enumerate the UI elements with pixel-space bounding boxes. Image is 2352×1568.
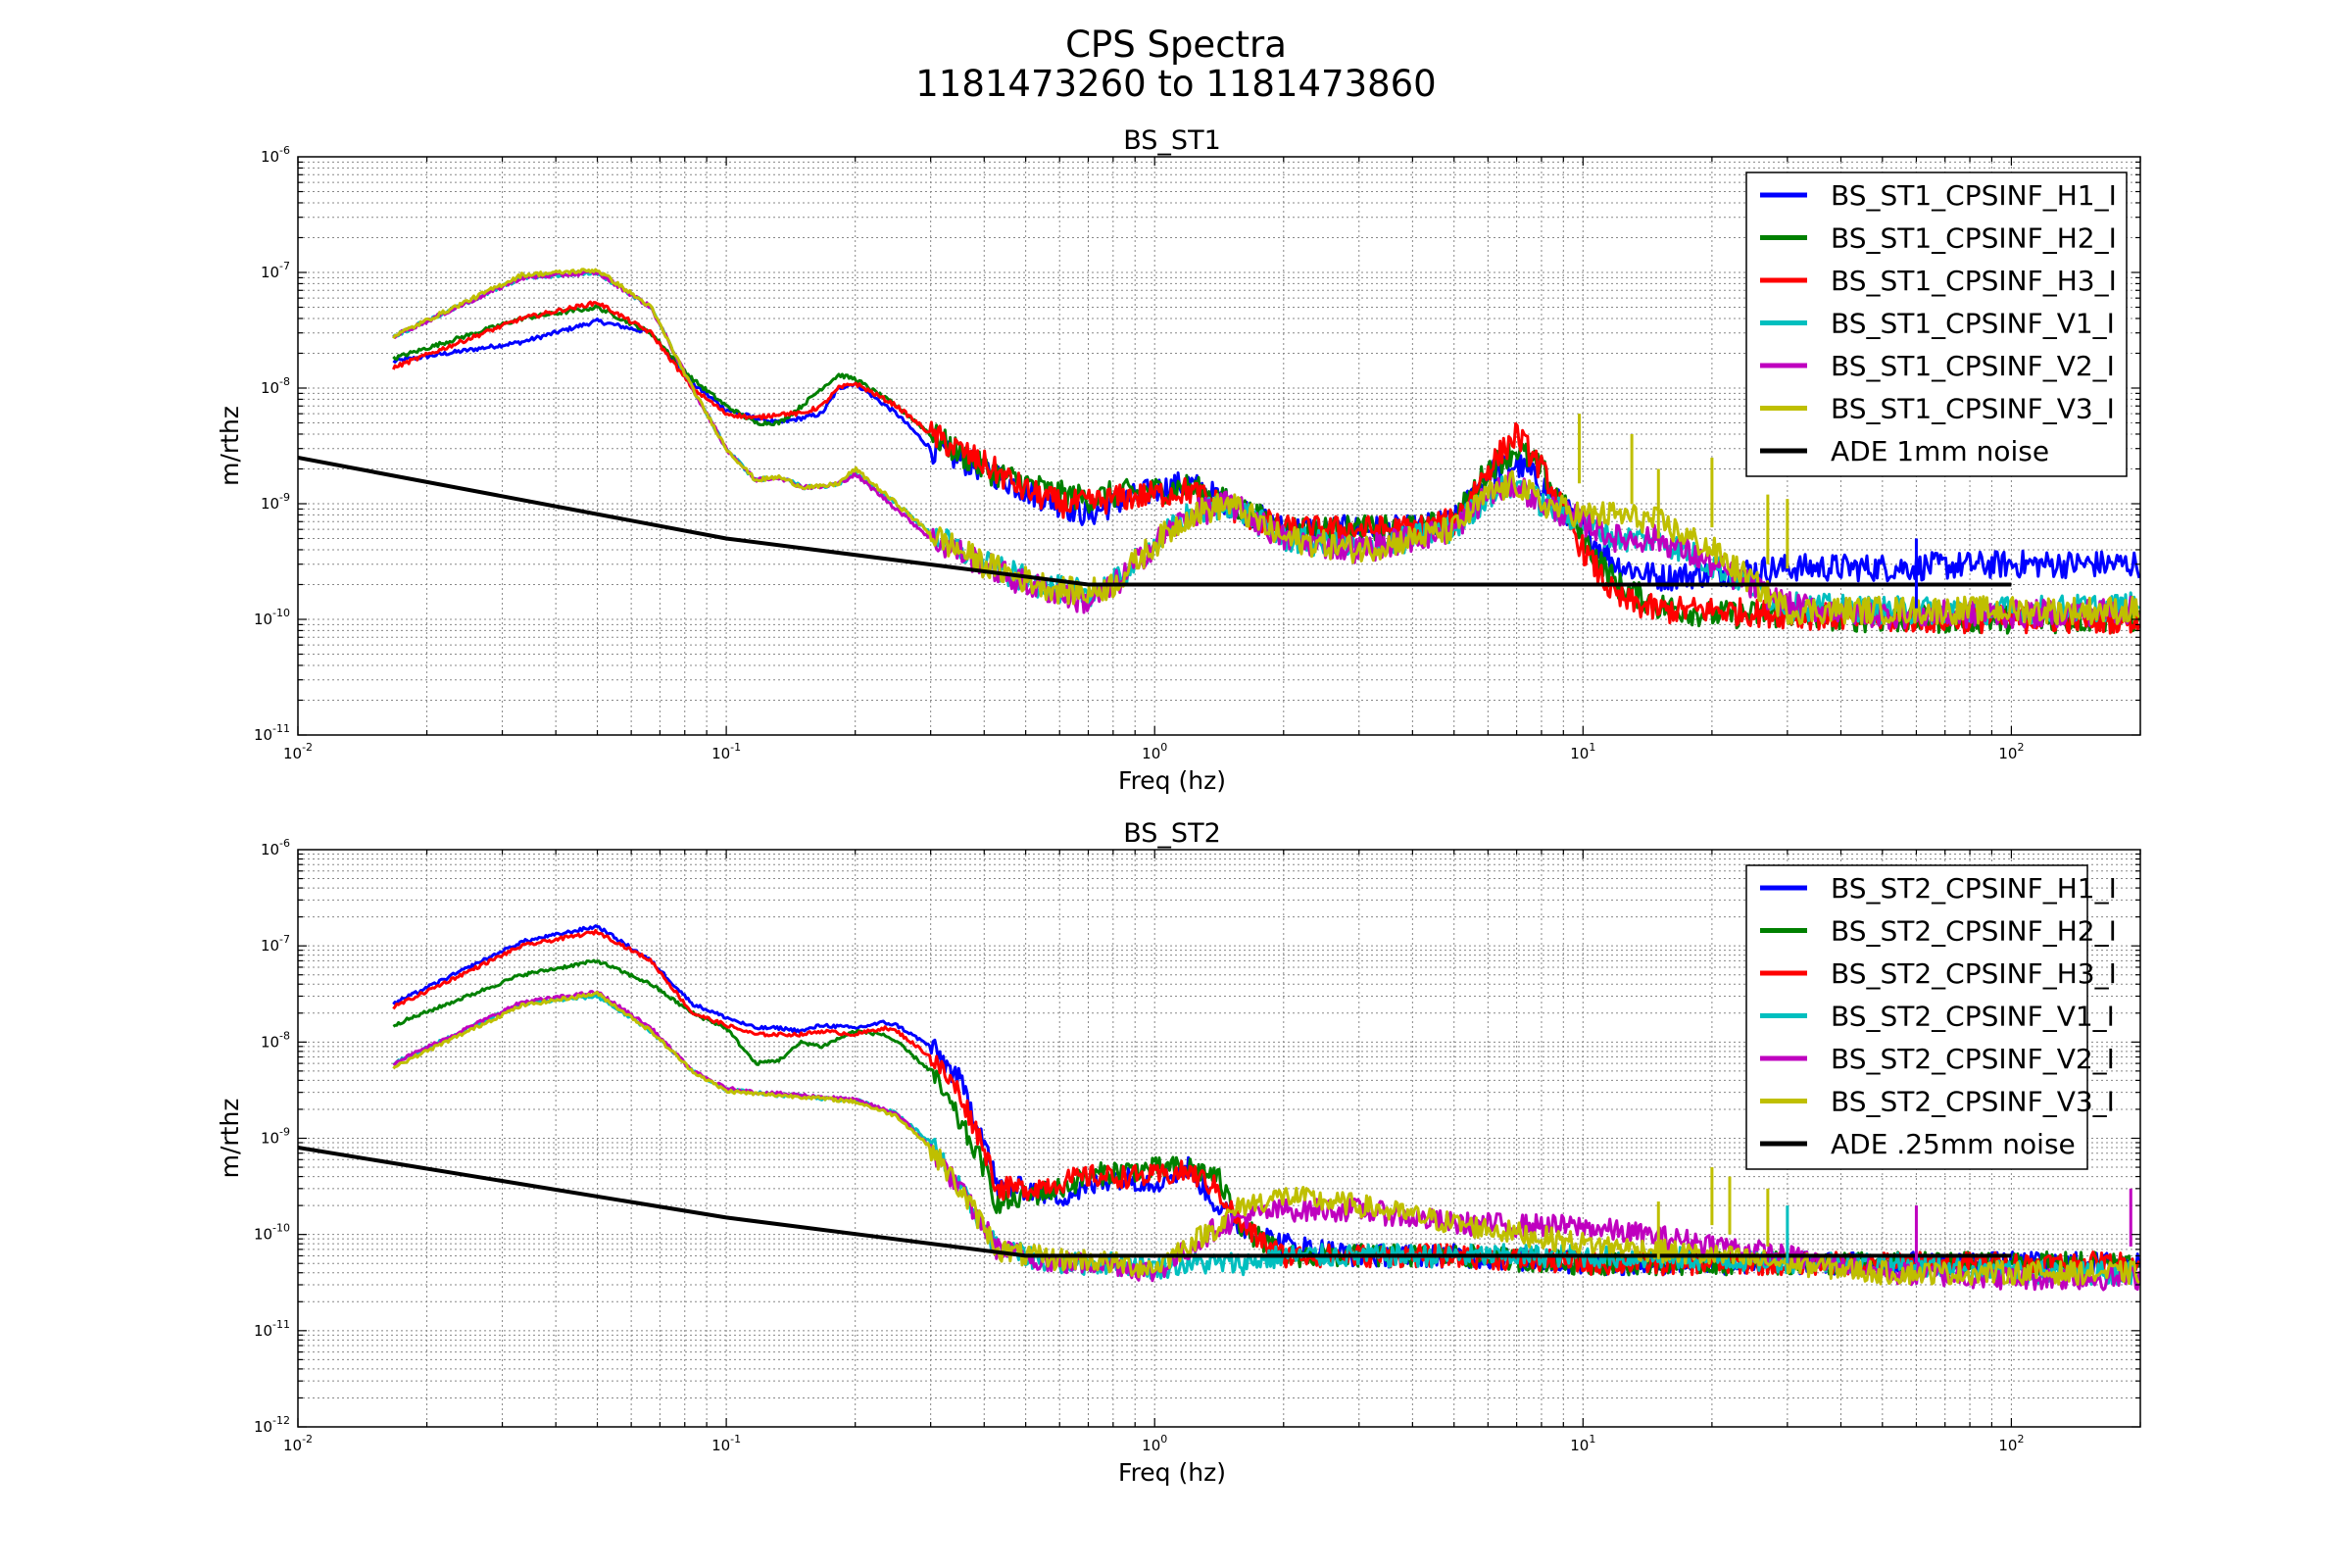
- series-line-6: [392, 268, 2140, 626]
- y-tick-label: 10-6: [261, 837, 290, 858]
- y-tick-label: 10-10: [254, 1222, 290, 1244]
- x-tick-label: 101: [1570, 741, 1595, 762]
- legend-label: BS_ST1_CPSINF_H1_I: [1831, 179, 2117, 212]
- x-axis-ticks: 10-2 10-1 100 101 102: [283, 850, 2141, 1454]
- legend-label: BS_ST1_CPSINF_H3_I: [1831, 265, 2117, 297]
- series-line-6: [392, 990, 2140, 1286]
- legend-label: BS_ST2_CPSINF_H3_I: [1831, 957, 2117, 990]
- y-tick-label: 10-11: [254, 1318, 290, 1340]
- figure-title-line1: CPS Spectra: [1065, 24, 1287, 66]
- y-tick-label: 10-9: [261, 1126, 290, 1148]
- y-tick-label: 10-9: [261, 491, 290, 513]
- legend-label: BS_ST2_CPSINF_H1_I: [1831, 872, 2117, 905]
- x-tick-label: 10-2: [283, 1433, 313, 1454]
- legend-label: BS_ST1_CPSINF_V2_I: [1831, 350, 2115, 382]
- legend-label: ADE 1mm noise: [1831, 435, 2049, 467]
- y-tick-label: 10-8: [261, 375, 290, 397]
- legend-label: BS_ST1_CPSINF_H2_I: [1831, 222, 2117, 255]
- x-axis-ticks: 10-2 10-1 100 101 102: [283, 157, 2141, 762]
- legend-label: BS_ST2_CPSINF_V2_I: [1831, 1043, 2115, 1075]
- y-tick-label: 10-8: [261, 1029, 290, 1051]
- y-tick-label: 10-7: [261, 933, 290, 955]
- x-tick-label: 100: [1142, 1433, 1167, 1454]
- series-group: [298, 924, 2140, 1292]
- figure-title-line2: 1181473260 to 1181473860: [915, 63, 1437, 105]
- y-tick-label: 10-6: [261, 144, 290, 166]
- legend: BS_ST1_CPSINF_H1_I BS_ST1_CPSINF_H2_I BS_S…: [1745, 172, 2128, 477]
- x-tick-label: 10-1: [711, 1433, 741, 1454]
- panel-title: BS_ST2: [1123, 818, 1221, 849]
- y-axis-label: m/rthz: [216, 406, 244, 486]
- legend-box: [1745, 172, 2128, 477]
- x-tick-label: 101: [1570, 1433, 1595, 1454]
- x-tick-label: 10-2: [283, 741, 313, 762]
- y-axis-ticks: 10-12 10-11 10-10 10-9 10-8 10-7 10-6: [254, 837, 2140, 1436]
- series-group: [298, 268, 2140, 635]
- legend-label: BS_ST1_CPSINF_V3_I: [1831, 393, 2115, 425]
- legend-label: BS_ST1_CPSINF_V1_I: [1831, 308, 2115, 340]
- x-axis-label: Freq (hz): [1118, 766, 1226, 795]
- legend: BS_ST2_CPSINF_H1_I BS_ST2_CPSINF_H2_I BS_S…: [1745, 864, 2117, 1170]
- y-tick-label: 10-12: [254, 1414, 290, 1436]
- legend-label: BS_ST2_CPSINF_H2_I: [1831, 915, 2117, 948]
- plot-frame: [297, 156, 2141, 736]
- x-tick-label: 102: [1998, 741, 2024, 762]
- legend-label: BS_ST2_CPSINF_V3_I: [1831, 1086, 2115, 1118]
- y-tick-label: 10-10: [254, 607, 290, 628]
- panel-title: BS_ST1: [1123, 125, 1221, 156]
- y-tick-label: 10-11: [254, 722, 290, 744]
- series-line-7: [298, 456, 2012, 587]
- series-line-7: [298, 1146, 2012, 1258]
- x-tick-label: 102: [1998, 1433, 2024, 1454]
- chart-panel-2: 10-2 10-1 100 101 102 10-12 10-11 10-10 10-9 10-8…: [216, 818, 2141, 1487]
- x-tick-label: 10-1: [711, 741, 741, 762]
- y-tick-label: 10-7: [261, 260, 290, 281]
- y-axis-label: m/rthz: [216, 1099, 244, 1179]
- x-tick-label: 100: [1142, 741, 1167, 762]
- legend-label: BS_ST2_CPSINF_V1_I: [1831, 1001, 2115, 1033]
- legend-label: ADE .25mm noise: [1831, 1128, 2076, 1160]
- chart-panel-1: 10-2 10-1 100 101 10210-1110-1010-910-810-71…: [216, 125, 2141, 795]
- x-axis-label: Freq (hz): [1118, 1458, 1226, 1487]
